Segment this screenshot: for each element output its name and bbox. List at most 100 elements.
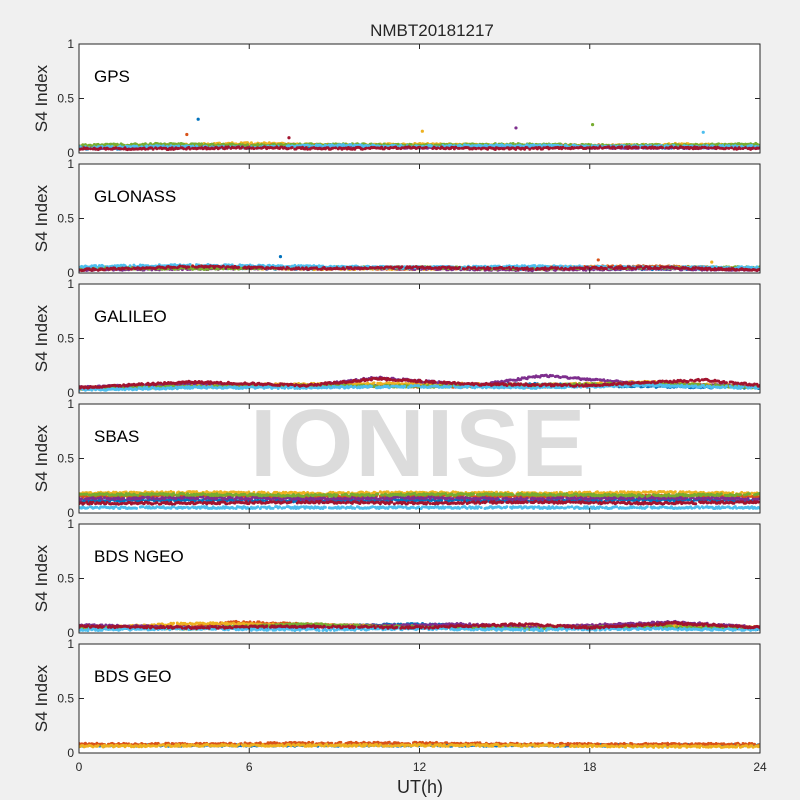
data-point xyxy=(106,147,110,151)
data-point xyxy=(89,147,92,151)
data-point xyxy=(458,146,461,150)
data-point xyxy=(482,146,486,150)
data-point xyxy=(249,141,253,145)
data-point xyxy=(331,146,335,150)
data-point xyxy=(364,146,368,150)
data-point xyxy=(256,146,260,150)
data-point xyxy=(389,146,393,149)
data-point xyxy=(424,145,428,149)
data-point xyxy=(664,144,668,148)
data-point xyxy=(724,146,728,150)
data-point xyxy=(188,147,192,151)
data-point xyxy=(502,147,506,151)
data-point xyxy=(744,146,747,150)
data-point xyxy=(477,146,481,150)
outlier-point xyxy=(514,126,518,130)
data-point xyxy=(149,142,152,146)
data-point xyxy=(109,142,113,146)
data-point xyxy=(733,144,737,148)
data-point xyxy=(129,142,133,146)
data-point xyxy=(361,147,364,151)
data-point xyxy=(89,143,92,147)
data-point xyxy=(349,143,353,147)
plot-area xyxy=(79,164,760,273)
data-point xyxy=(707,146,710,150)
data-point xyxy=(525,146,529,150)
data-point xyxy=(246,143,249,147)
outlier-point xyxy=(701,130,705,134)
data-points xyxy=(79,117,760,152)
data-point xyxy=(542,146,546,150)
data-point xyxy=(155,147,159,151)
y-tick-label: 0 xyxy=(67,146,74,160)
outlier-point xyxy=(196,117,200,121)
data-point xyxy=(177,147,181,150)
y-axis-label: S4 Index xyxy=(32,64,51,132)
data-point xyxy=(151,147,155,151)
outlier-point xyxy=(590,123,595,127)
data-point xyxy=(390,143,394,147)
data-point xyxy=(306,147,310,151)
data-point xyxy=(670,145,673,149)
data-point xyxy=(290,146,294,149)
data-point xyxy=(252,147,256,151)
data-point xyxy=(501,144,505,147)
data-point xyxy=(498,147,502,150)
data-point xyxy=(613,146,617,150)
data-point xyxy=(286,147,290,151)
data-point xyxy=(598,145,602,149)
data-point xyxy=(636,146,640,149)
data-point xyxy=(200,142,204,146)
data-point xyxy=(99,146,103,150)
data-point xyxy=(226,145,230,149)
data-point xyxy=(751,146,755,150)
data-point xyxy=(211,142,215,146)
data-point xyxy=(218,146,221,150)
data-point xyxy=(474,147,478,151)
data-point xyxy=(280,143,284,147)
outlier-point xyxy=(185,132,189,137)
data-point xyxy=(306,143,310,147)
data-point xyxy=(246,141,249,145)
data-point xyxy=(119,147,123,151)
data-point xyxy=(505,143,509,147)
data-point xyxy=(161,144,165,148)
data-point xyxy=(603,145,607,149)
data-point xyxy=(418,145,422,149)
data-point xyxy=(727,146,731,150)
outlier-point xyxy=(420,129,424,133)
data-point xyxy=(548,146,552,150)
data-point xyxy=(661,146,664,150)
series-6 xyxy=(79,145,760,152)
data-point xyxy=(318,143,322,147)
data-points xyxy=(79,255,760,273)
panel-label: GPS xyxy=(94,67,130,86)
data-point xyxy=(143,147,147,151)
data-point xyxy=(353,143,357,147)
data-point xyxy=(492,144,496,148)
data-point xyxy=(741,147,745,150)
data-point xyxy=(436,146,440,150)
data-point xyxy=(700,145,704,149)
data-point xyxy=(396,146,400,150)
data-point xyxy=(383,146,387,149)
y-tick-label: 0.5 xyxy=(57,92,74,106)
data-point xyxy=(620,145,624,149)
outlier-point xyxy=(287,136,291,140)
data-point xyxy=(114,146,118,150)
data-point xyxy=(564,146,567,150)
data-point xyxy=(331,144,335,148)
plot-area xyxy=(79,44,760,153)
data-point xyxy=(738,147,742,151)
data-point xyxy=(334,146,338,150)
data-point xyxy=(587,142,590,146)
data-point xyxy=(182,147,186,151)
data-point xyxy=(561,145,565,149)
data-point xyxy=(730,146,733,150)
data-point xyxy=(115,142,119,146)
figure-title: NMBT20181217 xyxy=(370,21,494,40)
